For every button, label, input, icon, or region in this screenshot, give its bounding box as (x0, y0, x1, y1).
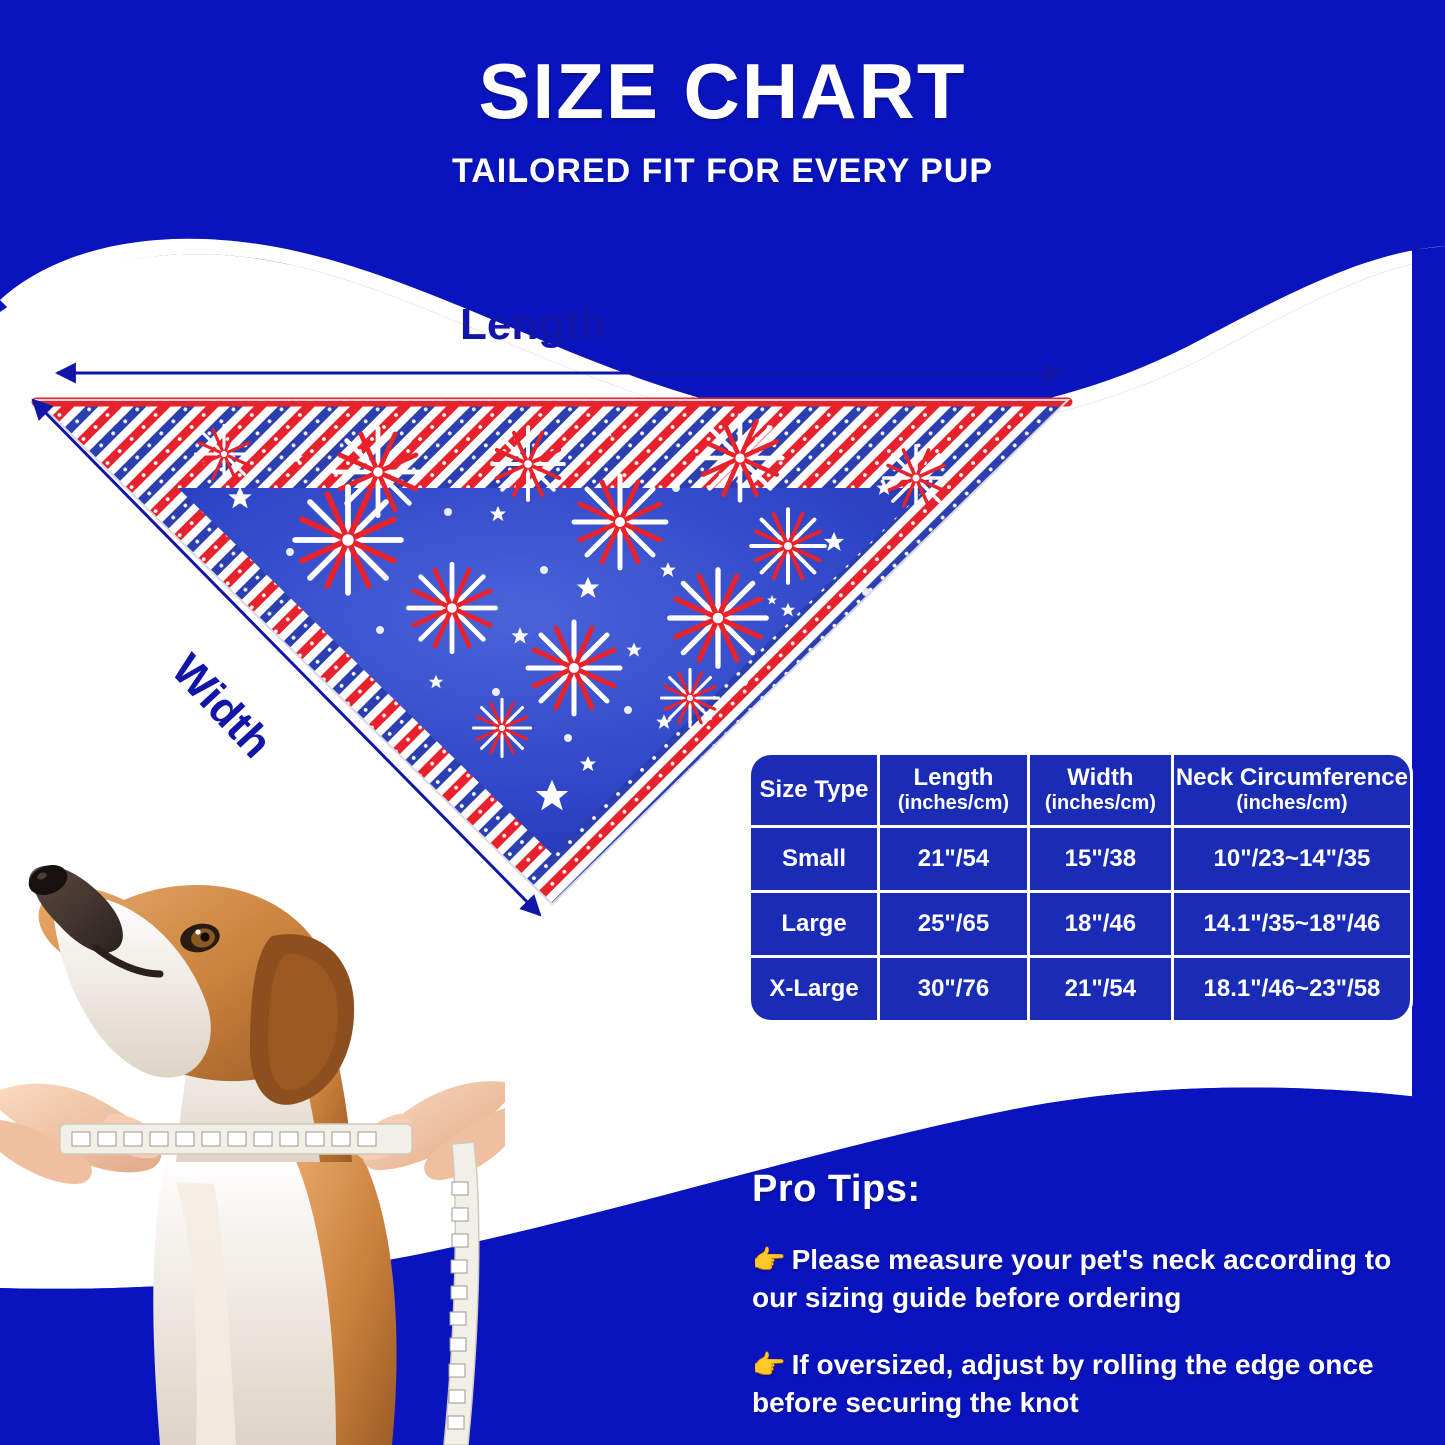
cell-width: 21"/54 (1029, 958, 1171, 1020)
dog-mouth (92, 944, 164, 978)
width-arrow (31, 398, 542, 917)
cell-length: 25"/65 (880, 893, 1027, 955)
dog-shoulder (292, 1152, 397, 1445)
dog-nostril (37, 872, 47, 880)
pointing-right-hand-icon: 👉 (752, 1350, 786, 1381)
measuring-tape (59, 1123, 480, 1445)
pro-tips-section: Pro Tips: 👉 Please measure your pet's nec… (752, 1168, 1402, 1421)
page-subtitle: TAILORED FIT FOR EVERY PUP (451, 152, 994, 190)
cell-length: 30"/76 (880, 958, 1027, 1020)
dog-eye-glint (195, 929, 201, 935)
cell-width: 15"/38 (1029, 828, 1171, 890)
page-title: SIZE CHART (478, 47, 967, 135)
dog-pupil (200, 932, 210, 942)
header-cell-length: Length (inches/cm) (880, 755, 1027, 825)
header-cell-width: Width (inches/cm) (1029, 755, 1171, 825)
length-label: Length (460, 300, 607, 349)
cell-size: X-Large (751, 958, 878, 1020)
table-row: X-Large 30"/76 21"/54 18.1"/46~23"/58 (751, 958, 1410, 1020)
table-row: Small 21"/54 15"/38 10"/23~14"/35 (751, 828, 1410, 890)
header-cell-size-type: Size Type (751, 755, 878, 825)
cell-neck: 10"/23~14"/35 (1173, 828, 1410, 890)
table-row: Large 25"/65 18"/46 14.1"/35~18"/46 (751, 893, 1410, 955)
right-blue-strip (1412, 246, 1445, 1112)
cell-size: Small (751, 828, 878, 890)
cell-width: 18"/46 (1029, 893, 1171, 955)
cell-size: Large (751, 893, 878, 955)
pro-tip-text: If oversized, adjust by rolling the edge… (752, 1349, 1374, 1419)
pro-tip-text: Please measure your pet's neck according… (752, 1244, 1392, 1313)
cell-length: 21"/54 (880, 828, 1027, 890)
pointing-right-hand-icon: 👉 (752, 1245, 786, 1275)
dog-chest-highlight (176, 1182, 236, 1445)
dog-nose (28, 865, 68, 895)
cell-neck: 14.1"/35~18"/46 (1173, 893, 1410, 955)
pro-tips-heading: Pro Tips: (752, 1168, 921, 1210)
dog-measurement-photo (0, 865, 505, 1445)
header: SIZE CHART TAILORED FIT FOR EVERY PUP (0, 0, 1445, 191)
left-wrist (0, 1120, 92, 1184)
pro-tip-item: 👉 If oversized, adjust by rolling the edg… (752, 1346, 1402, 1421)
pro-tip-item: 👉 Please measure your pet's neck accordin… (752, 1241, 1402, 1316)
size-chart-table: Size Type Length (inches/cm) Width (inch… (748, 752, 1413, 1023)
cell-neck: 18.1"/46~23"/58 (1173, 958, 1410, 1020)
header-cell-neck: Neck Circumference (inches/cm) (1173, 755, 1410, 825)
dog-ear-shade (268, 953, 338, 1091)
table-header-row: Size Type Length (inches/cm) Width (inch… (751, 755, 1410, 825)
